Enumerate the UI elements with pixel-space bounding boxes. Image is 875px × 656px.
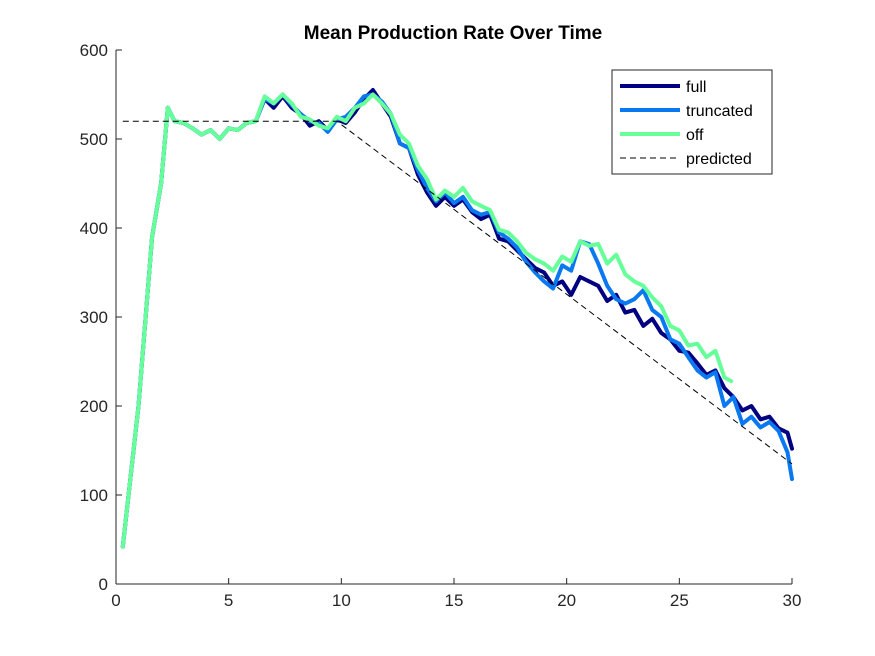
legend-label-predicted: predicted — [686, 151, 752, 168]
x-tick-label: 10 — [332, 591, 351, 610]
chart-title: Mean Production Rate Over Time — [304, 23, 602, 44]
x-tick-label: 5 — [224, 591, 233, 610]
y-tick-label: 600 — [80, 41, 108, 60]
y-tick-label: 100 — [80, 486, 108, 505]
y-tick-label: 400 — [80, 219, 108, 238]
x-tick-label: 20 — [557, 591, 576, 610]
series-line-off — [120, 92, 734, 549]
y-tick-label: 0 — [99, 575, 108, 594]
x-tick-label: 25 — [670, 591, 689, 610]
y-tick-label: 200 — [80, 397, 108, 416]
y-tick-label: 500 — [80, 130, 108, 149]
legend-label-full: full — [686, 79, 706, 96]
legend-label-truncated: truncated — [686, 103, 753, 120]
series-line-predicted — [122, 120, 793, 465]
axes-group — [115, 50, 792, 585]
x-tick-label: 0 — [111, 591, 120, 610]
legend: full truncated off predicted — [611, 69, 773, 175]
y-tick-label: 300 — [80, 308, 108, 327]
x-tick-label: 15 — [445, 591, 464, 610]
legend-label-off: off — [686, 127, 704, 144]
series-group — [120, 88, 794, 549]
x-tick-label: 30 — [783, 591, 802, 610]
